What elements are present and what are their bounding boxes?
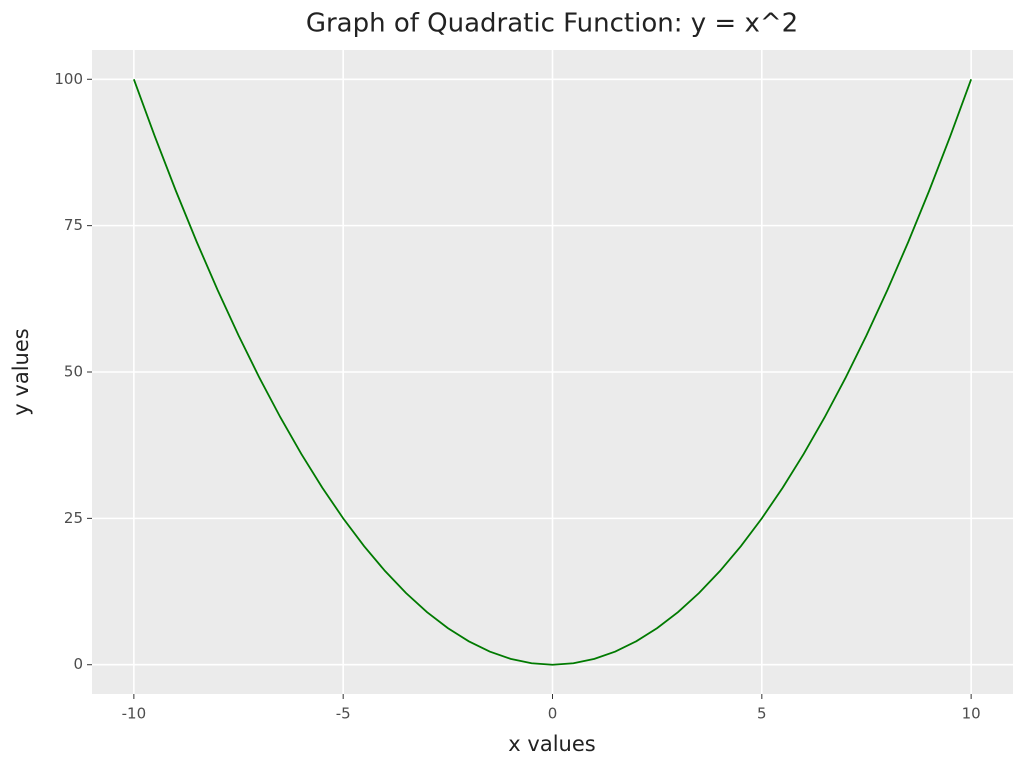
y-tick-label: 0 [73,655,83,673]
x-tick-label: 0 [548,705,558,723]
y-tick-label: 75 [64,216,83,234]
y-tick-label: 25 [64,509,83,527]
x-tick-label: 10 [962,705,981,723]
x-tick-label: -10 [122,705,147,723]
line [133,78,972,666]
y-tick-label: 50 [64,363,83,381]
x-axis-label: x values [508,732,595,756]
x-tick-label: -5 [336,705,351,723]
y-tick-label: 100 [54,70,83,88]
chart-title: Graph of Quadratic Function: y = x^2 [306,9,798,39]
x-tick-label: 5 [757,705,767,723]
y-axis-label: y values [9,328,33,415]
